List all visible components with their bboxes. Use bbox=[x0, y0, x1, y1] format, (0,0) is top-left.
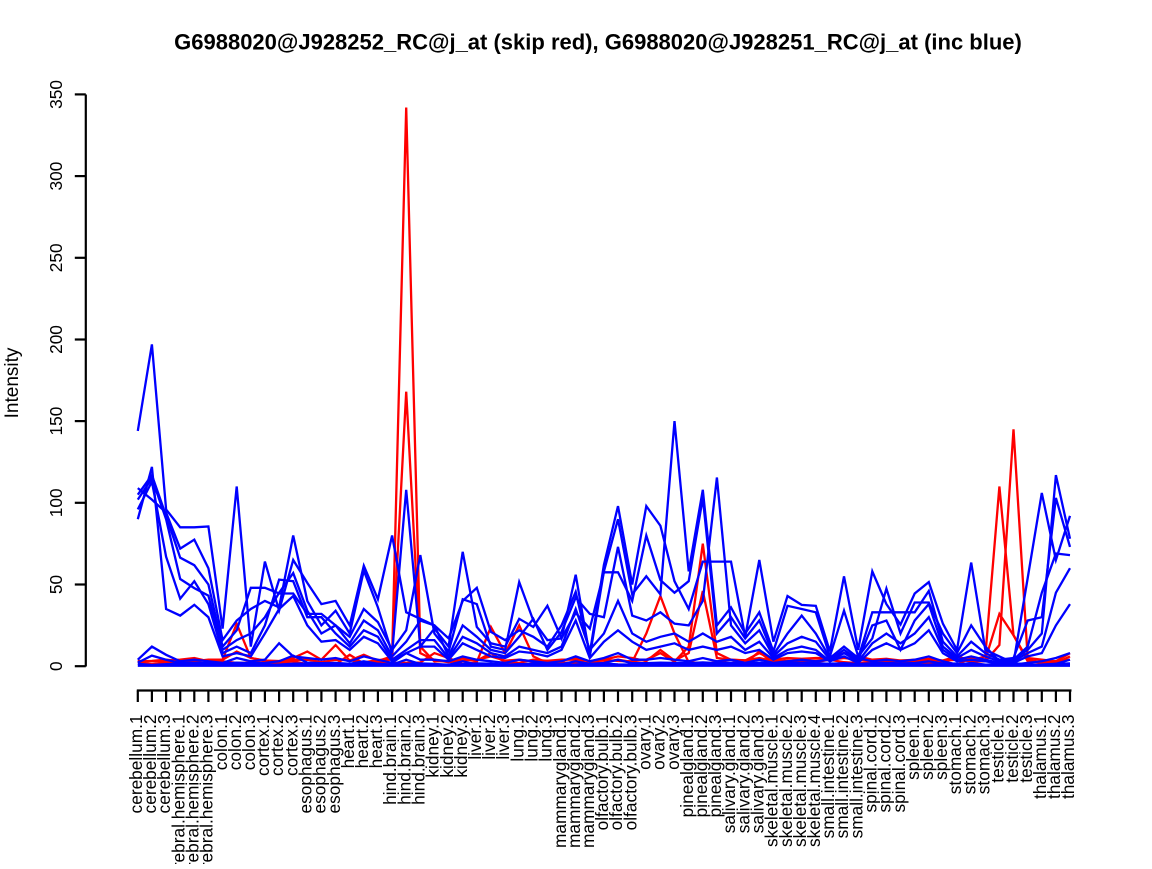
svg-text:0: 0 bbox=[46, 661, 66, 671]
svg-text:liver.1: liver.1 bbox=[465, 715, 485, 760]
svg-text:mammarygland.2: mammarygland.2 bbox=[564, 715, 584, 849]
svg-text:thalamus.1: thalamus.1 bbox=[1030, 715, 1050, 800]
svg-text:small.intestine.2: small.intestine.2 bbox=[832, 715, 852, 839]
svg-text:testicle.2: testicle.2 bbox=[1002, 715, 1022, 783]
svg-text:300: 300 bbox=[46, 162, 66, 191]
svg-text:skeletal.muscle.4: skeletal.muscle.4 bbox=[804, 714, 824, 847]
svg-text:250: 250 bbox=[46, 243, 66, 272]
svg-text:mammarygland.3: mammarygland.3 bbox=[578, 715, 598, 849]
svg-text:spinal.cord.3: spinal.cord.3 bbox=[889, 715, 909, 813]
svg-text:skeletal.muscle.3: skeletal.muscle.3 bbox=[790, 715, 810, 848]
svg-text:spleen.1: spleen.1 bbox=[903, 715, 923, 780]
svg-text:kidney.1: kidney.1 bbox=[423, 715, 443, 778]
svg-text:heart.1: heart.1 bbox=[338, 715, 358, 769]
svg-text:kidney.3: kidney.3 bbox=[451, 715, 471, 778]
svg-text:stomach.2: stomach.2 bbox=[959, 715, 979, 795]
svg-text:cerebral.hemisphere.2: cerebral.hemisphere.2 bbox=[183, 715, 203, 865]
svg-text:esophagus.1: esophagus.1 bbox=[296, 715, 316, 814]
svg-text:esophagus.2: esophagus.2 bbox=[310, 715, 330, 814]
svg-text:olfactory.bulb.2: olfactory.bulb.2 bbox=[606, 715, 626, 831]
svg-text:small.intestine.1: small.intestine.1 bbox=[818, 715, 838, 839]
svg-text:salivary.gland.3: salivary.gland.3 bbox=[748, 715, 768, 834]
svg-text:350: 350 bbox=[46, 80, 66, 109]
svg-text:heart.3: heart.3 bbox=[366, 715, 386, 769]
svg-text:cortex.1: cortex.1 bbox=[253, 715, 273, 776]
svg-text:lung.2: lung.2 bbox=[522, 715, 542, 762]
svg-text:small.intestine.3: small.intestine.3 bbox=[846, 715, 866, 839]
svg-text:heart.2: heart.2 bbox=[352, 715, 372, 769]
svg-text:stomach.3: stomach.3 bbox=[974, 715, 994, 795]
svg-text:150: 150 bbox=[46, 407, 66, 436]
svg-text:100: 100 bbox=[46, 488, 66, 517]
svg-text:lung.3: lung.3 bbox=[536, 715, 556, 762]
svg-text:colon.3: colon.3 bbox=[239, 715, 259, 771]
svg-text:cerebral.hemisphere.1: cerebral.hemisphere.1 bbox=[168, 715, 188, 865]
svg-text:cerebellum.2: cerebellum.2 bbox=[140, 715, 160, 814]
svg-text:liver.2: liver.2 bbox=[479, 715, 499, 760]
svg-text:spleen.3: spleen.3 bbox=[931, 715, 951, 780]
svg-text:thalamus.2: thalamus.2 bbox=[1044, 715, 1064, 800]
svg-text:cerebral.hemisphere.3: cerebral.hemisphere.3 bbox=[197, 715, 217, 865]
svg-text:hind.brain.2: hind.brain.2 bbox=[394, 715, 414, 805]
svg-text:salivary.gland.1: salivary.gland.1 bbox=[719, 715, 739, 834]
svg-text:pinealgland.3: pinealgland.3 bbox=[705, 715, 725, 818]
svg-text:skeletal.muscle.2: skeletal.muscle.2 bbox=[776, 715, 796, 848]
svg-text:testicle.1: testicle.1 bbox=[988, 715, 1008, 783]
svg-text:cortex.3: cortex.3 bbox=[281, 715, 301, 776]
svg-text:cortex.2: cortex.2 bbox=[267, 715, 287, 776]
svg-text:pinealgland.1: pinealgland.1 bbox=[677, 715, 697, 818]
svg-text:Intensity: Intensity bbox=[2, 347, 23, 418]
svg-text:thalamus.3: thalamus.3 bbox=[1058, 715, 1078, 800]
svg-text:stomach.1: stomach.1 bbox=[945, 715, 965, 795]
svg-text:olfactory.bulb.1: olfactory.bulb.1 bbox=[592, 715, 612, 831]
svg-text:spleen.2: spleen.2 bbox=[917, 715, 937, 780]
svg-text:testicle.3: testicle.3 bbox=[1016, 715, 1036, 783]
svg-text:colon.1: colon.1 bbox=[211, 715, 231, 771]
svg-text:kidney.2: kidney.2 bbox=[437, 715, 457, 778]
svg-text:liver.3: liver.3 bbox=[493, 715, 513, 760]
svg-text:hind.brain.1: hind.brain.1 bbox=[380, 715, 400, 805]
svg-text:ovary.2: ovary.2 bbox=[649, 715, 669, 770]
svg-text:lung.1: lung.1 bbox=[507, 715, 527, 762]
svg-text:esophagus.3: esophagus.3 bbox=[324, 715, 344, 814]
svg-text:G6988020@J928252_RC@j_at (skip: G6988020@J928252_RC@j_at (skip red), G69… bbox=[174, 30, 1022, 55]
svg-text:200: 200 bbox=[46, 325, 66, 354]
svg-text:colon.2: colon.2 bbox=[225, 715, 245, 771]
svg-text:pinealgland.2: pinealgland.2 bbox=[691, 715, 711, 818]
svg-text:ovary.3: ovary.3 bbox=[663, 715, 683, 770]
svg-text:salivary.gland.2: salivary.gland.2 bbox=[733, 715, 753, 834]
svg-text:spinal.cord.2: spinal.cord.2 bbox=[875, 715, 895, 813]
svg-text:cerebellum.1: cerebellum.1 bbox=[126, 715, 146, 814]
svg-text:ovary.1: ovary.1 bbox=[635, 715, 655, 770]
svg-text:cerebellum.3: cerebellum.3 bbox=[154, 715, 174, 814]
svg-text:spinal.cord.1: spinal.cord.1 bbox=[861, 715, 881, 813]
svg-text:olfactory.bulb.3: olfactory.bulb.3 bbox=[620, 715, 640, 831]
svg-text:hind.brain.3: hind.brain.3 bbox=[409, 715, 429, 805]
svg-text:skeletal.muscle.1: skeletal.muscle.1 bbox=[762, 715, 782, 848]
svg-text:50: 50 bbox=[46, 575, 66, 594]
svg-text:mammarygland.1: mammarygland.1 bbox=[550, 715, 570, 849]
